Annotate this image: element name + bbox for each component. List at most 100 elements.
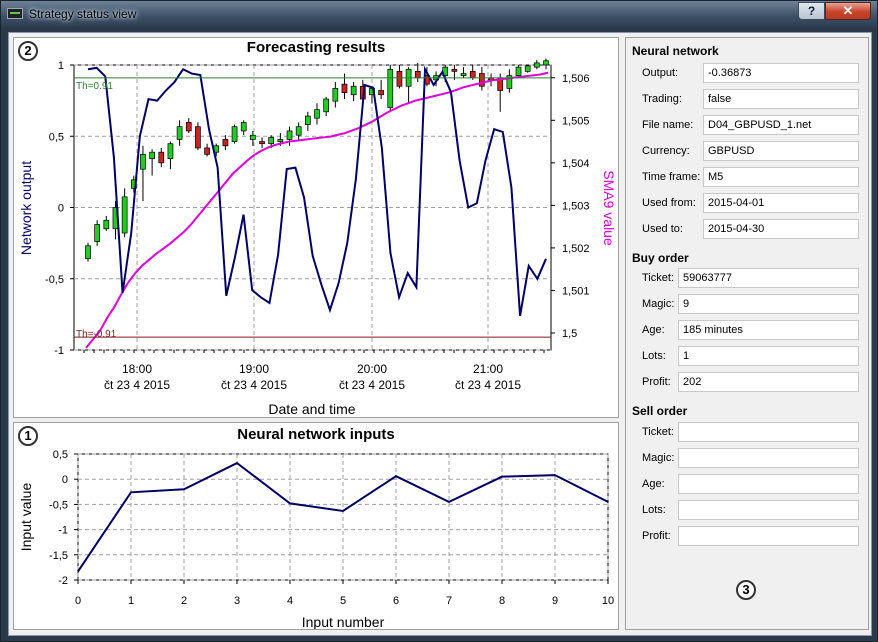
sell-order-section-title: Sell order — [632, 404, 688, 418]
neural-network-section-title: Neural network — [632, 44, 719, 58]
nn-label: Time frame: — [642, 171, 701, 183]
sell-field[interactable] — [678, 474, 859, 494]
sell-label: Profit: — [642, 530, 671, 542]
right-tick-label: 1,504 — [562, 158, 590, 170]
nn-field[interactable]: false — [703, 89, 859, 109]
forecast-panel: 2 Forecasting results Th=0.91 Th=-0.91 1… — [13, 37, 619, 418]
candle-body — [250, 134, 256, 140]
nn-label: Currency: — [642, 145, 690, 157]
network-output-axis-label: Network output — [18, 161, 34, 255]
nn-field[interactable]: M5 — [703, 167, 859, 187]
terminal-icon — [7, 8, 23, 19]
y-tick-label: -2 — [58, 575, 68, 587]
candle-body — [387, 68, 394, 108]
title-bar[interactable]: Strategy status view ? ✕ — [1, 1, 877, 27]
y-tick-label: -0,5 — [49, 499, 68, 511]
status-side-panel: Neural network Output: -0.36873 Trading: fa… — [625, 37, 869, 630]
sell-label: Lots: — [642, 504, 666, 516]
y-tick-label: -1 — [58, 525, 68, 537]
candle-body — [506, 75, 513, 89]
x-tick-label: 8 — [499, 595, 505, 607]
nn-label: Used to: — [642, 223, 683, 235]
sma9-line — [85, 71, 549, 349]
sell-field[interactable] — [678, 422, 859, 442]
x-tick-label: 1 — [128, 595, 134, 607]
y-tick-label: 0 — [62, 474, 68, 486]
candle-body — [231, 126, 238, 142]
candle-body — [543, 60, 549, 66]
inputs-x-axis-label: Input number — [302, 614, 385, 629]
x-tick-label: 0 — [75, 595, 81, 607]
side-badge: 3 — [736, 580, 756, 600]
right-tick-label: 1,501 — [562, 285, 590, 297]
candle-body — [396, 71, 403, 87]
candle-body — [268, 136, 275, 145]
candle-body — [304, 115, 311, 125]
sell-label: Ticket: — [642, 426, 674, 438]
candle-body — [332, 88, 339, 102]
left-tick-label: 0 — [58, 203, 64, 215]
candle-body — [341, 83, 348, 93]
nn-field[interactable]: GBPUSD — [703, 141, 859, 161]
buy-field[interactable]: 9 — [678, 294, 859, 314]
candle-body — [295, 126, 302, 136]
candle-body — [140, 153, 146, 170]
x-tick-date: čt 23 4 2015 — [221, 378, 287, 392]
candle-body — [277, 139, 284, 142]
left-tick-label: -1 — [54, 345, 64, 357]
candle-body — [259, 141, 265, 145]
candle-body — [103, 219, 110, 230]
window-title: Strategy status view — [29, 7, 137, 21]
x-tick-time: 21:00 — [473, 362, 503, 376]
threshold-low-label: Th=-0.91 — [76, 329, 117, 340]
candle-body — [460, 73, 467, 76]
nn-field[interactable]: 2015-04-01 — [703, 193, 859, 213]
candle-body — [479, 73, 485, 87]
x-tick-date: čt 23 4 2015 — [339, 378, 405, 392]
candle-body — [378, 90, 384, 96]
sell-label: Magic: — [642, 452, 675, 464]
help-button[interactable]: ? — [798, 2, 825, 20]
left-tick-label: -0,5 — [45, 274, 64, 286]
right-tick-label: 1,505 — [562, 115, 590, 127]
x-tick-time: 18:00 — [122, 362, 152, 376]
buy-field[interactable]: 59063777 — [678, 268, 859, 288]
candle-body — [185, 122, 192, 132]
x-tick-label: 9 — [552, 595, 558, 607]
x-tick-date: čt 23 4 2015 — [104, 378, 170, 392]
close-button[interactable]: ✕ — [825, 2, 871, 20]
buy-field[interactable]: 1 — [678, 346, 859, 366]
left-tick-label: 1 — [58, 60, 64, 72]
left-tick-label: 0,5 — [49, 131, 64, 143]
nn-field[interactable]: -0.36873 — [703, 63, 859, 83]
inputs-y-axis-label: Input value — [18, 483, 34, 552]
x-tick-time: 20:00 — [357, 362, 387, 376]
candle-body — [515, 66, 522, 76]
sell-field[interactable] — [678, 526, 859, 546]
nn-field[interactable]: 2015-04-30 — [703, 219, 859, 239]
candle-body — [222, 139, 229, 147]
x-tick-time: 19:00 — [239, 362, 269, 376]
candle-body — [158, 151, 165, 164]
forecast-chart: Th=0.91 Th=-0.91 1 0,5 0 -0,5 -1 1,506 1,505 1… — [18, 58, 617, 417]
nn-label: Used from: — [642, 197, 696, 209]
x-tick-label: 5 — [340, 595, 346, 607]
candle-body — [167, 143, 174, 159]
inputs-line — [77, 461, 609, 572]
candle-body — [85, 245, 91, 259]
candle-body — [149, 151, 155, 159]
sell-field[interactable] — [678, 448, 859, 468]
x-tick-label: 6 — [393, 595, 399, 607]
nn-field[interactable]: D04_GBPUSD_1.net — [703, 115, 859, 135]
candle-body — [286, 130, 293, 140]
candle-body — [240, 122, 247, 132]
y-tick-label: -1,5 — [49, 550, 68, 562]
buy-field[interactable]: 202 — [678, 372, 859, 392]
sell-field[interactable] — [678, 500, 859, 520]
candle-body — [451, 68, 458, 72]
forecast-badge: 2 — [18, 41, 38, 61]
candle-body — [323, 98, 330, 113]
x-tick-label: 7 — [446, 595, 452, 607]
candle-body — [469, 71, 476, 79]
buy-field[interactable]: 185 minutes — [678, 320, 859, 340]
